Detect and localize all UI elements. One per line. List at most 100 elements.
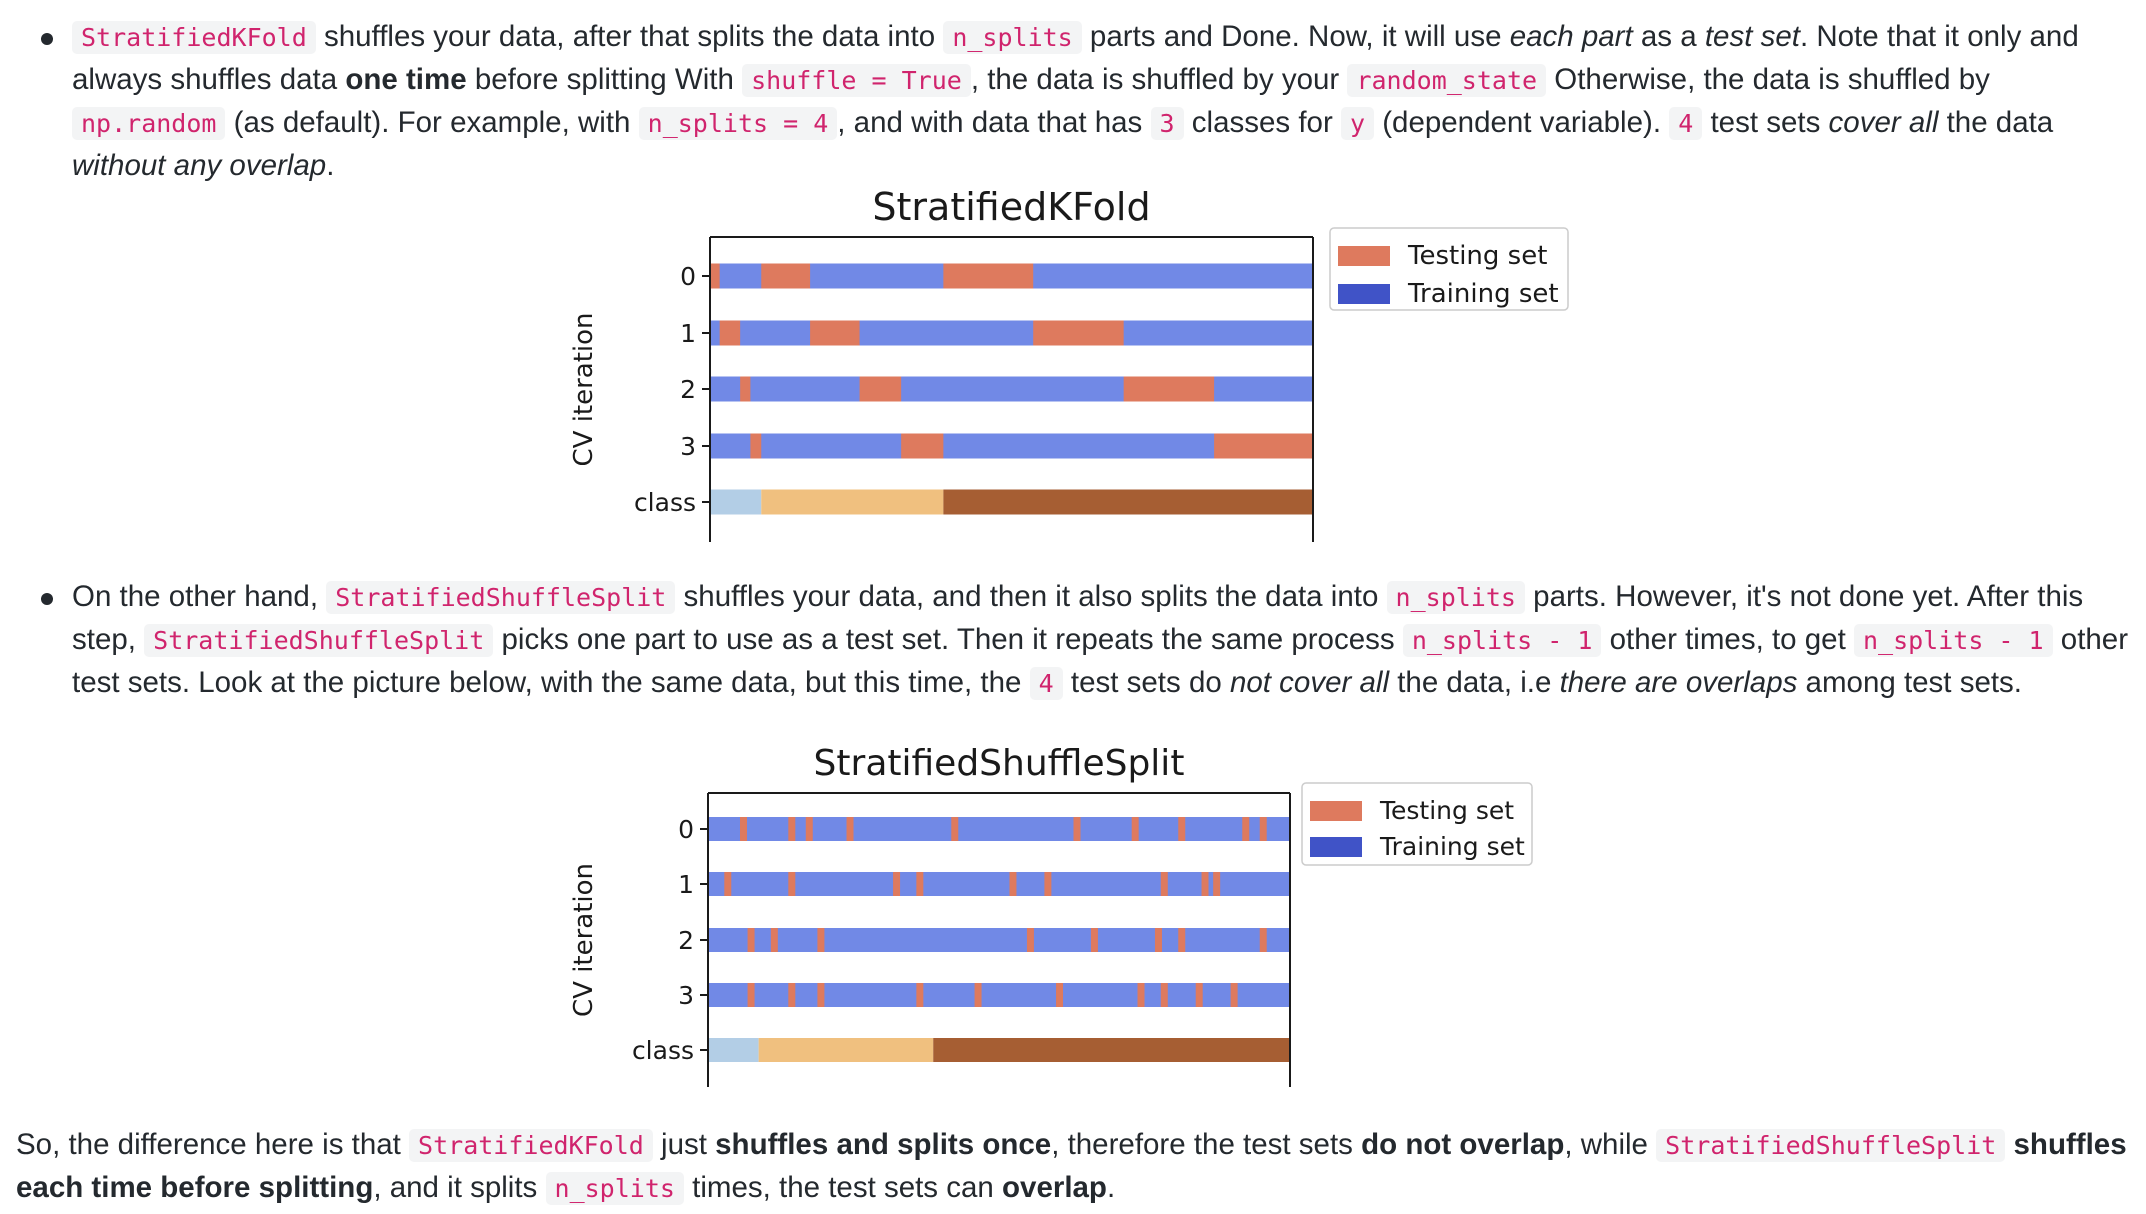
- text: as a: [1632, 20, 1705, 53]
- training-bar: [708, 928, 1290, 952]
- text: , and it splits: [373, 1171, 546, 1204]
- testing-segment: [901, 433, 944, 459]
- y-tick-label: 0: [680, 262, 696, 291]
- stratified-kfold-figure: StratifiedKFold CV iteration 0 1 2 3 class Test…: [569, 185, 1569, 542]
- text: .: [326, 149, 335, 182]
- chart-title: StratifiedShuffleSplit: [814, 743, 1185, 784]
- legend-swatch-training: [1338, 284, 1390, 304]
- bold-text: shuffles and splits once: [715, 1128, 1052, 1161]
- testing-segment: [846, 817, 854, 841]
- code-stratifiedkfold: StratifiedKFold: [72, 21, 316, 54]
- testing-segment: [859, 376, 902, 402]
- text: times, the test sets can: [683, 1171, 1003, 1204]
- y-tick-label: class: [632, 1036, 694, 1065]
- text: [2005, 1128, 2013, 1161]
- legend-label-testing: Testing set: [1379, 796, 1514, 825]
- paragraph-stratified-shuffle-split: On the other hand, StratifiedShuffleSpli…: [72, 576, 2132, 705]
- code-np-random: np.random: [72, 107, 226, 140]
- code-n-splits: n_splits: [545, 1172, 684, 1205]
- training-bar: [710, 433, 1313, 459]
- emphasis: not cover all: [1229, 666, 1390, 699]
- text: the data: [1938, 106, 2054, 139]
- code-3: 3: [1150, 107, 1184, 140]
- testing-segment: [750, 433, 762, 459]
- testing-segment: [1073, 817, 1081, 841]
- text: On the other hand,: [72, 580, 327, 613]
- testing-segment: [1259, 928, 1267, 952]
- testing-segment: [1230, 983, 1238, 1007]
- chart-title: StratifiedKFold: [872, 185, 1150, 229]
- testing-segment: [1195, 983, 1203, 1007]
- testing-segment: [719, 320, 741, 346]
- y-tick-label: 1: [678, 870, 694, 899]
- text: , and with data that has: [837, 106, 1151, 139]
- testing-segment: [916, 872, 924, 896]
- code-n-splits: n_splits: [1386, 581, 1525, 614]
- training-bar: [710, 376, 1313, 402]
- code-stratifiedshufflesplit: StratifiedShuffleSplit: [326, 581, 676, 614]
- bullet-dot-2: [41, 593, 53, 605]
- legend-label-testing: Testing set: [1407, 241, 1547, 271]
- legend-swatch-testing: [1338, 246, 1390, 266]
- testing-segment: [1201, 872, 1209, 896]
- bullet-dot-1: [41, 33, 53, 45]
- y-tick-label: 2: [680, 375, 696, 404]
- testing-segment: [1137, 983, 1145, 1007]
- testing-segment: [747, 983, 755, 1007]
- text: (dependent variable).: [1374, 106, 1670, 139]
- text: So, the difference here is that: [16, 1128, 410, 1161]
- emphasis: there are overlaps: [1559, 666, 1798, 699]
- paragraph-conclusion: So, the difference here is that Stratifi…: [16, 1124, 2136, 1210]
- y-tick-label: 3: [678, 981, 694, 1010]
- legend: Testing set Training set: [1329, 227, 1569, 311]
- legend-swatch-testing: [1310, 801, 1362, 821]
- testing-segment: [740, 376, 751, 402]
- text: the data, i.e: [1389, 666, 1560, 699]
- text: among test sets.: [1797, 666, 2022, 699]
- testing-segment: [1213, 872, 1221, 896]
- paragraph-stratified-kfold: StratifiedKFold shuffles your data, afte…: [72, 16, 2132, 187]
- class-segment: [943, 489, 1313, 515]
- legend-swatch-training: [1310, 837, 1362, 857]
- testing-segment: [740, 817, 747, 841]
- testing-segment: [1160, 983, 1168, 1007]
- text: Otherwise, the data is shuffled by: [1546, 63, 1990, 96]
- legend: Testing set Training set: [1301, 782, 1533, 866]
- testing-segment: [788, 817, 796, 841]
- training-bar: [708, 817, 1290, 841]
- text: .: [1106, 1171, 1116, 1204]
- text: shuffles your data, after that splits th…: [315, 20, 944, 53]
- text: (as default). For example, with: [225, 106, 639, 139]
- class-segment: [761, 489, 944, 515]
- y-tick-label: class: [634, 488, 696, 517]
- testing-segment: [817, 983, 825, 1007]
- text: other times, to get: [1601, 623, 1854, 656]
- testing-segment: [1026, 928, 1034, 952]
- code-n-splits-minus-1: n_splits - 1: [1853, 624, 2053, 657]
- testing-segment: [951, 817, 959, 841]
- emphasis: cover all: [1828, 106, 1939, 139]
- testing-segment: [1242, 817, 1250, 841]
- code-n-splits-minus-1: n_splits - 1: [1402, 624, 1602, 657]
- text: before splitting With: [466, 63, 743, 96]
- testing-segment: [817, 928, 825, 952]
- bold-text: shuffles each time before splitting: [16, 1128, 2127, 1204]
- testing-segment: [1123, 376, 1215, 402]
- testing-segment: [788, 872, 796, 896]
- testing-segment: [1009, 872, 1017, 896]
- class-segment: [933, 1038, 1290, 1062]
- legend-label-training: Training set: [1379, 832, 1525, 861]
- code-stratifiedshufflesplit: StratifiedShuffleSplit: [1656, 1129, 2006, 1162]
- testing-segment: [805, 817, 813, 841]
- text: . Note that it only and always shuffles …: [72, 20, 2079, 96]
- testing-segment: [1131, 817, 1139, 841]
- y-axis-label: CV iteration: [569, 863, 599, 1017]
- bold-text: one time: [345, 63, 467, 96]
- stratified-shuffle-split-figure: StratifiedShuffleSplit CV iteration 0 1 2 3 cl…: [569, 743, 1533, 1087]
- text: just: [652, 1128, 716, 1161]
- testing-segment: [943, 263, 1034, 289]
- testing-segment: [916, 983, 924, 1007]
- testing-segment: [1154, 928, 1162, 952]
- code-stratifiedkfold: StratifiedKFold: [409, 1129, 653, 1162]
- testing-segment: [1044, 872, 1052, 896]
